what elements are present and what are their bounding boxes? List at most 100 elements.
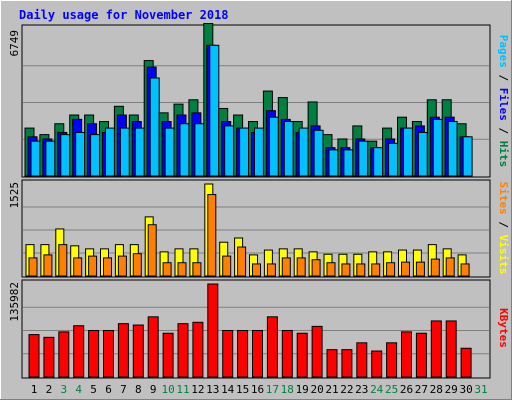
bar-sites-day-10 xyxy=(162,262,172,277)
legend-top-part-4: Hits xyxy=(497,141,510,168)
legend-middle-part-2: Visits xyxy=(497,235,510,275)
x-tick-30: 30 xyxy=(459,383,472,396)
bar-kbytes-day-13 xyxy=(207,283,219,378)
x-tick-15: 15 xyxy=(236,383,249,396)
bar-sites-day-18 xyxy=(281,257,291,277)
bar-pages-day-25 xyxy=(388,142,399,177)
bar-pages-day-11 xyxy=(179,123,190,177)
bar-sites-day-1 xyxy=(28,257,38,277)
bar-kbytes-day-12 xyxy=(192,321,204,378)
x-tick-7: 7 xyxy=(120,383,127,396)
bar-pages-day-20 xyxy=(313,129,324,177)
x-tick-23: 23 xyxy=(355,383,368,396)
bar-pages-day-16 xyxy=(254,127,264,177)
x-tick-6: 6 xyxy=(105,383,112,396)
bar-kbytes-day-8 xyxy=(132,324,144,378)
x-tick-10: 10 xyxy=(161,383,174,396)
legend-top: Pages / Files / Hits xyxy=(497,35,510,168)
bar-pages-day-2 xyxy=(45,140,56,177)
bar-sites-day-24 xyxy=(371,263,381,277)
x-tick-26: 26 xyxy=(400,383,413,396)
bar-kbytes-day-29 xyxy=(445,320,457,378)
bar-pages-day-14 xyxy=(224,125,235,177)
bar-kbytes-day-1 xyxy=(28,334,40,378)
x-tick-8: 8 xyxy=(135,383,142,396)
bar-pages-day-17 xyxy=(268,116,279,177)
bar-kbytes-day-17 xyxy=(266,316,278,378)
x-tick-28: 28 xyxy=(430,383,443,396)
bar-kbytes-day-6 xyxy=(103,329,114,378)
bar-sites-day-21 xyxy=(326,262,336,277)
bar-kbytes-day-16 xyxy=(252,329,263,378)
bar-sites-day-28 xyxy=(430,258,440,277)
legend-top-part-0: Pages xyxy=(497,35,510,68)
bar-kbytes-day-22 xyxy=(341,349,353,378)
bar-pages-day-1 xyxy=(30,140,41,177)
bar-pages-day-8 xyxy=(134,127,145,177)
bar-sites-day-4 xyxy=(73,257,83,277)
bar-pages-day-23 xyxy=(358,140,369,177)
x-tick-31: 31 xyxy=(474,383,487,396)
bar-pages-day-19 xyxy=(298,127,309,177)
bar-pages-day-18 xyxy=(283,121,294,177)
bar-sites-day-6 xyxy=(103,257,112,277)
bar-kbytes-day-21 xyxy=(326,349,338,378)
bar-sites-day-20 xyxy=(311,259,321,277)
bar-kbytes-day-15 xyxy=(237,329,249,378)
bar-kbytes-day-14 xyxy=(222,329,234,378)
bottom-max-label: 135982 xyxy=(8,282,21,322)
bar-sites-day-5 xyxy=(88,255,98,277)
bar-pages-day-26 xyxy=(403,127,413,177)
x-tick-16: 16 xyxy=(251,383,264,396)
bar-sites-day-13 xyxy=(207,194,217,277)
bars xyxy=(24,23,473,378)
bar-kbytes-day-24 xyxy=(371,350,383,378)
x-tick-18: 18 xyxy=(281,383,294,396)
x-tick-20: 20 xyxy=(310,383,323,396)
bar-kbytes-day-25 xyxy=(386,342,398,378)
bar-pages-day-21 xyxy=(328,149,339,177)
middle-max-label: 1525 xyxy=(8,182,21,209)
bar-sites-day-15 xyxy=(237,246,247,277)
bar-kbytes-day-23 xyxy=(356,342,368,378)
bar-pages-day-28 xyxy=(432,118,443,177)
x-tick-3: 3 xyxy=(60,383,67,396)
x-tick-17: 17 xyxy=(266,383,279,396)
legend-labels: Pages / Files / Hits Sites / Visits KBytes xyxy=(497,35,510,348)
bar-sites-day-7 xyxy=(117,255,127,277)
x-tick-29: 29 xyxy=(445,383,458,396)
bar-pages-day-29 xyxy=(447,121,458,177)
bar-kbytes-day-19 xyxy=(296,332,308,378)
bar-pages-day-27 xyxy=(417,131,428,177)
bar-pages-day-3 xyxy=(60,134,71,177)
bar-sites-day-12 xyxy=(192,262,202,277)
x-tick-4: 4 xyxy=(75,383,82,396)
bar-sites-day-30 xyxy=(460,263,470,277)
x-tick-9: 9 xyxy=(150,383,157,396)
x-tick-1: 1 xyxy=(31,383,38,396)
bar-kbytes-day-9 xyxy=(147,316,159,378)
bar-sites-day-17 xyxy=(266,263,276,277)
x-tick-22: 22 xyxy=(340,383,353,396)
x-tick-25: 25 xyxy=(385,383,398,396)
legend-top-part-1: / xyxy=(497,68,510,88)
bar-pages-day-22 xyxy=(343,149,354,177)
x-tick-13: 13 xyxy=(206,383,219,396)
legend-top-part-2: Files xyxy=(497,88,510,121)
bar-sites-day-26 xyxy=(401,261,410,277)
bar-kbytes-day-28 xyxy=(430,320,442,378)
bar-kbytes-day-27 xyxy=(415,332,427,378)
bar-sites-day-27 xyxy=(415,261,425,277)
bar-sites-day-22 xyxy=(341,263,351,277)
bar-kbytes-day-3 xyxy=(58,331,70,378)
bar-kbytes-day-7 xyxy=(117,323,129,378)
x-tick-11: 11 xyxy=(176,383,189,396)
x-tick-19: 19 xyxy=(296,383,309,396)
bar-pages-day-12 xyxy=(194,123,205,177)
bar-sites-day-9 xyxy=(147,224,157,277)
bar-pages-day-5 xyxy=(90,134,101,177)
bar-kbytes-day-4 xyxy=(73,325,85,378)
bar-pages-day-7 xyxy=(119,127,130,177)
bar-sites-day-25 xyxy=(386,262,396,277)
